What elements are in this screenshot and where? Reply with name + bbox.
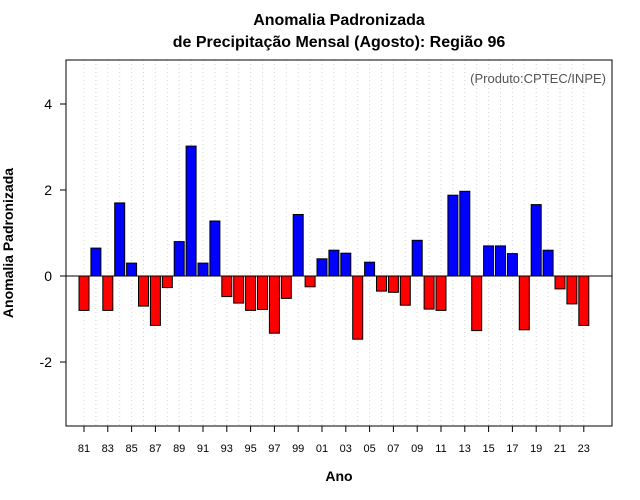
x-tick-label-09: 09 xyxy=(411,443,423,455)
bar-91 xyxy=(197,262,209,277)
x-tick-label-01: 01 xyxy=(316,443,328,455)
bar-86 xyxy=(138,275,149,307)
chart-title-line2: de Precipitação Mensal (Agosto): Região … xyxy=(173,34,506,51)
x-tick-label-93: 93 xyxy=(221,443,233,455)
bars xyxy=(78,145,590,340)
x-tick-label-19: 19 xyxy=(530,443,542,455)
bar-85 xyxy=(126,262,138,277)
x-tick-label-83: 83 xyxy=(102,443,114,455)
bar-00 xyxy=(304,275,316,288)
bar-87 xyxy=(149,275,161,326)
plot-frame xyxy=(65,59,613,427)
y-tick-label--2: -2 xyxy=(40,354,53,370)
bar-02 xyxy=(328,249,340,277)
bar-16 xyxy=(495,245,506,277)
bar-84 xyxy=(114,202,126,277)
y-tick-label-0: 0 xyxy=(44,268,52,284)
bar-18 xyxy=(518,275,530,331)
bar-96 xyxy=(257,275,268,310)
x-tick-label-99: 99 xyxy=(292,443,304,455)
bar-20 xyxy=(542,249,554,277)
x-tick-label-95: 95 xyxy=(244,443,256,455)
x-tick-label-07: 07 xyxy=(387,443,399,455)
x-tick-label-85: 85 xyxy=(125,443,137,455)
bar-94 xyxy=(233,275,245,304)
bar-99 xyxy=(292,214,304,277)
bar-11 xyxy=(435,275,447,311)
x-tick-label-81: 81 xyxy=(78,443,90,455)
x-tick-label-89: 89 xyxy=(173,443,185,455)
x-tick-label-13: 13 xyxy=(459,443,471,455)
bar-09 xyxy=(411,239,423,277)
bar-03 xyxy=(340,252,352,277)
bar-17 xyxy=(506,253,518,277)
x-tick-label-91: 91 xyxy=(197,443,209,455)
x-tick-label-87: 87 xyxy=(149,443,161,455)
x-tick-label-97: 97 xyxy=(268,443,280,455)
x-tick-label-11: 11 xyxy=(435,443,446,455)
bar-05 xyxy=(364,261,376,277)
x-tick-label-15: 15 xyxy=(482,443,494,455)
bar-82 xyxy=(90,247,102,277)
y-axis: -2 0 2 4 xyxy=(40,96,66,370)
bar-83 xyxy=(102,275,114,311)
x-tick-label-21: 21 xyxy=(554,443,566,455)
bar-14 xyxy=(471,275,483,332)
x-tick-label-23: 23 xyxy=(578,443,590,455)
bar-08 xyxy=(399,275,411,306)
bar-81 xyxy=(78,275,90,311)
bar-12 xyxy=(447,194,459,277)
bar-22 xyxy=(566,275,578,305)
x-tick-label-05: 05 xyxy=(363,443,375,455)
y-tick-label-2: 2 xyxy=(44,182,52,198)
x-axis-label: Ano xyxy=(325,468,352,484)
bar-19 xyxy=(530,204,542,277)
grid-lines xyxy=(83,60,585,426)
bar-21 xyxy=(554,275,566,290)
y-axis-label: Anomalia Padronizada xyxy=(0,168,16,318)
bar-88 xyxy=(161,275,173,289)
bar-92 xyxy=(209,220,221,277)
x-tick-label-17: 17 xyxy=(506,443,518,455)
bar-07 xyxy=(387,275,399,293)
bar-93 xyxy=(221,275,233,298)
y-tick-label-4: 4 xyxy=(44,96,52,112)
bar-97 xyxy=(268,275,280,334)
bar-06 xyxy=(376,275,387,292)
bar-13 xyxy=(459,190,471,277)
chart-title-line1: Anomalia Padronizada xyxy=(253,12,425,29)
bar-04 xyxy=(352,275,364,340)
bar-01 xyxy=(316,258,328,277)
x-axis: 81 83 85 87 89 91 93 95 97 99 01 03 05 07 09 11 13 15 17 19… xyxy=(78,426,590,455)
bar-10 xyxy=(423,275,435,310)
bar-15 xyxy=(483,245,495,277)
bar-95 xyxy=(245,275,257,311)
bar-23 xyxy=(578,275,590,326)
bar-98 xyxy=(280,275,292,299)
bar-89 xyxy=(173,241,185,277)
x-tick-label-03: 03 xyxy=(340,443,352,455)
bar-90 xyxy=(185,145,197,277)
source-annotation: (Produto:CPTEC/INPE) xyxy=(470,71,606,86)
